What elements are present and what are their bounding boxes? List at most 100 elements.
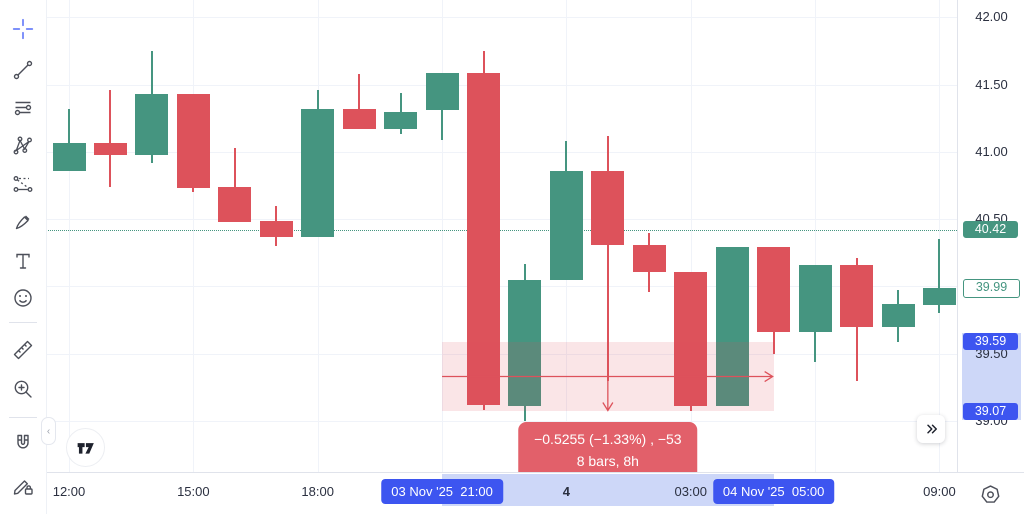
h-gridline [46, 353, 957, 355]
restore-panel-button[interactable] [917, 415, 945, 443]
candle-wick [109, 90, 112, 187]
candle-body [715, 247, 749, 407]
chart-settings-gear-icon[interactable] [980, 484, 1001, 505]
fib-retracement-icon [14, 101, 32, 116]
pencil-lock-icon [13, 480, 33, 495]
trend-line-tool-button[interactable] [7, 54, 39, 86]
candle-wick [233, 147, 236, 222]
candle-body [342, 108, 376, 130]
brush-tool-button[interactable] [7, 206, 39, 238]
candle-wick [358, 73, 361, 130]
last-price-badge: 39.99 [963, 279, 1020, 299]
ruler-icon [13, 340, 33, 360]
emoji-icon [14, 289, 32, 307]
measure-tooltip-line1: −0.5255 (−1.33%) , −53 [534, 431, 682, 448]
candle-body [549, 170, 583, 280]
candle-body [218, 186, 252, 222]
price-axis-label: 41.50 [975, 76, 1008, 92]
candle-body [798, 264, 832, 333]
measure-tooltip-line2: 8 bars, 8h [576, 453, 639, 470]
h-gridline [46, 286, 957, 288]
tradingview-logo[interactable] [66, 428, 105, 467]
time-axis-label: 18:00 [301, 484, 334, 499]
measure-tooltip: −0.5255 (−1.33%) , −53 8 bars, 8h [518, 422, 698, 472]
v-gridline [69, 0, 70, 472]
candle-body [757, 247, 791, 333]
fib-retracement-tool-button[interactable] [7, 92, 39, 124]
time-axis-label: 09:00 [923, 484, 956, 499]
chart-pane[interactable]: −0.5255 (−1.33%) , −53 8 bars, 8h [46, 0, 957, 472]
reference-price-line [46, 229, 957, 231]
candle-body [674, 271, 708, 407]
candle-wick [68, 108, 70, 171]
xabcd-pattern-icon [13, 136, 32, 155]
drawing-toolbar [0, 0, 47, 514]
candle-body [922, 287, 956, 306]
candle-body [93, 142, 127, 155]
candle-body [384, 111, 418, 130]
zoom-in-tool-button[interactable] [7, 373, 39, 405]
h-gridline [46, 17, 957, 19]
v-gridline [939, 0, 941, 472]
h-gridline [46, 84, 957, 86]
candle-body [591, 170, 625, 245]
chevrons-right-icon [927, 424, 937, 434]
h-gridline [46, 219, 957, 221]
tradingview-logo-icon [77, 443, 94, 454]
measure-range-area[interactable] [442, 341, 774, 412]
time-axis-label: 12:00 [52, 484, 86, 499]
candle-body [176, 94, 210, 189]
magnet-tool-button[interactable] [7, 428, 39, 460]
trend-line-icon [13, 60, 33, 80]
collapse-toolbar-button[interactable]: ‹ [41, 417, 56, 445]
h-gridline [46, 151, 957, 153]
zoom-in-icon [14, 380, 32, 398]
chevron-left-icon: ‹ [46, 425, 51, 437]
candle-wick [606, 135, 609, 381]
candle-body [301, 108, 335, 237]
candle-body [467, 72, 500, 405]
projection-tool-button[interactable] [7, 168, 39, 200]
price-axis-label: 42.00 [975, 9, 1008, 25]
measure-time-badge: 04 Nov '25 05:00 [712, 479, 835, 504]
emoji-tool-button[interactable] [7, 282, 39, 314]
time-axis-label: 15:00 [177, 484, 210, 499]
v-gridline [815, 0, 817, 472]
measure-tool-button[interactable] [7, 334, 39, 366]
text-tool-button[interactable] [7, 245, 39, 277]
measure-price-badge: 39.07 [963, 402, 1018, 420]
toolbar-divider [9, 322, 37, 323]
candle-body [425, 72, 459, 111]
candle-body [259, 220, 293, 237]
h-gridline [46, 420, 957, 422]
candle-body [52, 142, 86, 171]
candle-body [632, 244, 666, 272]
crosshair-icon [12, 18, 34, 40]
crosshair-tool-button[interactable] [7, 13, 39, 45]
magnet-icon [17, 434, 29, 449]
text-icon [16, 253, 30, 269]
time-axis-label: 4 [562, 484, 571, 499]
candle-body [881, 303, 915, 327]
time-axis-label: 03:00 [674, 484, 708, 499]
price-axis[interactable]: 42.0041.5041.0040.5040.0039.5039.0040.42… [957, 0, 1024, 472]
candle-body [508, 279, 542, 407]
projection-icon [13, 176, 33, 192]
measure-time-badge: 03 Nov '25 21:00 [381, 479, 503, 504]
xabcd-pattern-tool-button[interactable] [7, 130, 39, 162]
reference-price-badge: 40.42 [963, 221, 1018, 239]
price-axis-label: 41.00 [975, 143, 1008, 159]
lock-drawings-tool-button[interactable] [7, 470, 39, 502]
candle-body [135, 94, 169, 155]
candle-body [840, 264, 874, 327]
v-gridline [690, 0, 692, 472]
measure-price-badge: 39.59 [963, 333, 1018, 351]
time-axis[interactable]: 12:00 15:00 18:00 4 03:00 09:00 03 Nov '25 21:… [46, 472, 957, 514]
axis-corner [957, 472, 1024, 514]
v-gridline [442, 0, 444, 472]
candle-wick [938, 239, 941, 314]
brush-icon [15, 215, 30, 230]
v-gridline [193, 0, 195, 472]
toolbar-divider [9, 417, 37, 418]
